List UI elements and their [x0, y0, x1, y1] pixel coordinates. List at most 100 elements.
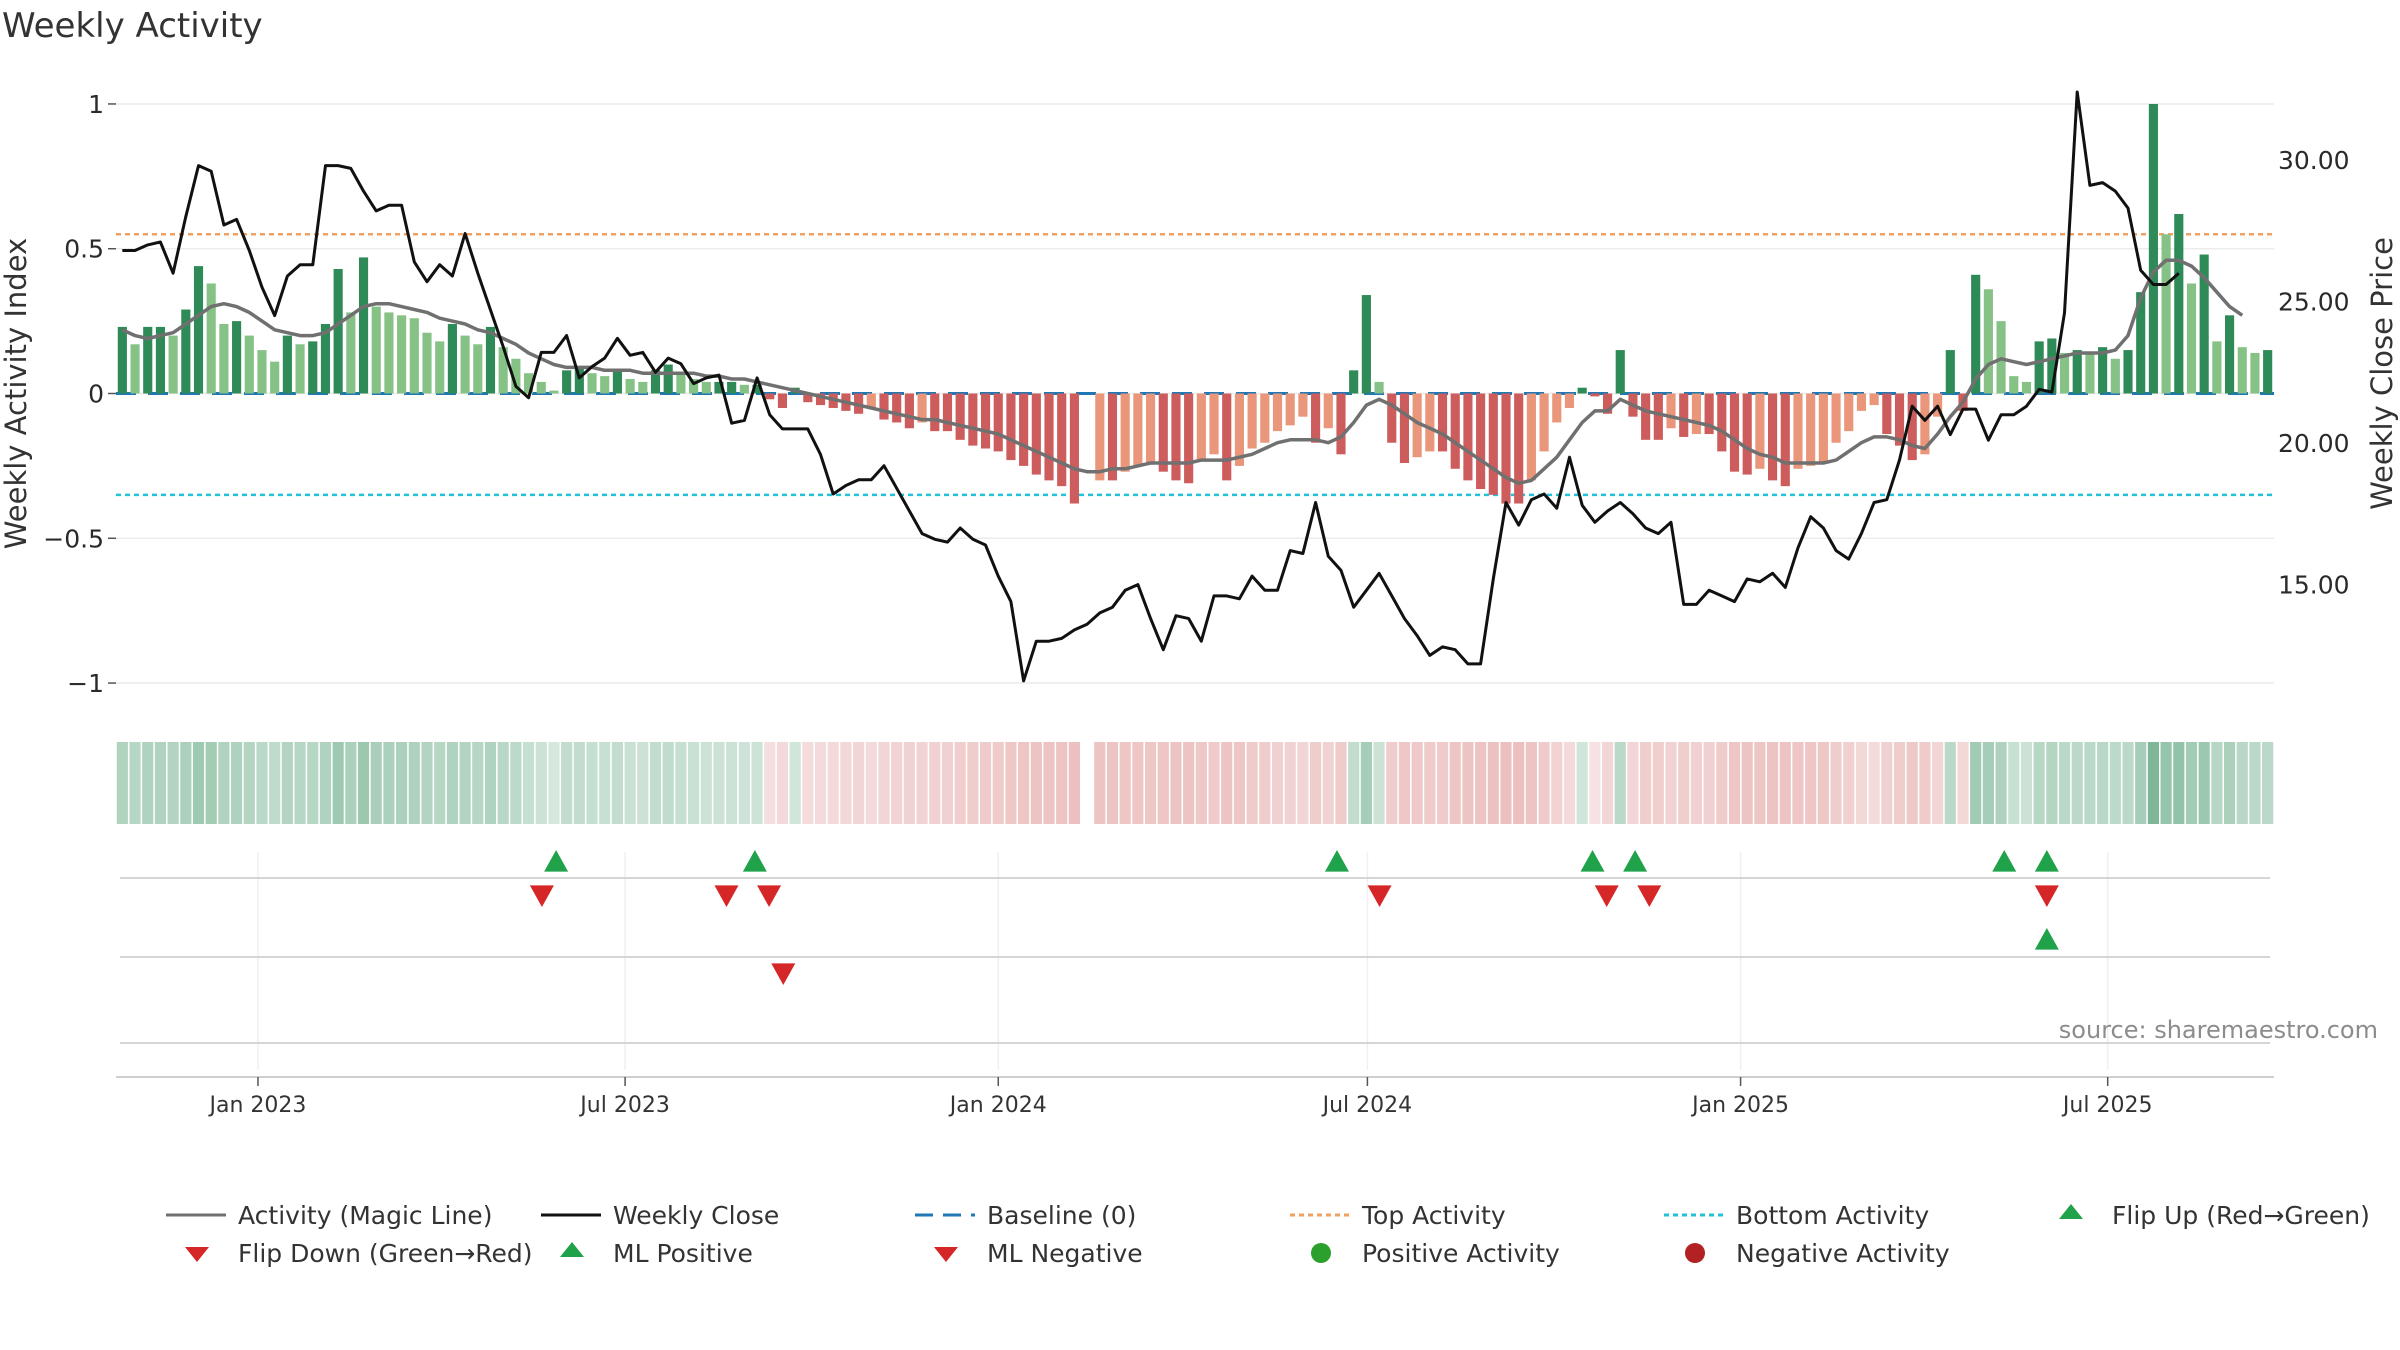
activity-bar	[130, 344, 140, 394]
activity-bar	[1539, 393, 1549, 452]
activity-bar	[1234, 393, 1244, 466]
strip-cell	[967, 742, 979, 824]
legend-label: Weekly Close	[613, 1200, 780, 1230]
legend-item-ml-positive[interactable]: ML Positive	[541, 1238, 753, 1268]
legend-item-flip-up[interactable]: Flip Up (Red→Green)	[2040, 1200, 2370, 1230]
flip-up-marker	[742, 850, 767, 872]
strip-cell	[789, 742, 801, 824]
activity-bar	[473, 344, 483, 394]
activity-bar	[1526, 393, 1536, 481]
activity-bar	[143, 326, 153, 394]
activity-bar	[333, 268, 343, 394]
strip-cell	[459, 742, 471, 824]
strip-cell	[1348, 742, 1360, 824]
legend-item-negative-activity[interactable]: Negative Activity	[1664, 1238, 1950, 1268]
legend-label: Bottom Activity	[1736, 1200, 1930, 1230]
legend-item-positive-activity[interactable]: Positive Activity	[1290, 1238, 1560, 1268]
strip-cell	[167, 742, 179, 824]
strip-cell	[2135, 742, 2147, 824]
series-lines	[121, 90, 2244, 683]
activity-bar	[1590, 393, 1600, 397]
activity-bar	[384, 312, 394, 394]
strip-cell	[802, 742, 814, 824]
strip-cell	[2084, 742, 2096, 824]
y-tick-label: 0.5	[64, 235, 104, 264]
strip-cell	[1868, 742, 1880, 824]
activity-bar	[295, 344, 305, 394]
flip-down-marker	[1637, 885, 1662, 907]
activity-bar	[1704, 393, 1714, 435]
activity-bar	[2161, 234, 2171, 394]
activity-bar	[1514, 393, 1524, 504]
y-tick-label: −0.5	[43, 524, 104, 553]
activity-bar	[1793, 393, 1803, 469]
strip-cell	[1538, 742, 1550, 824]
legend-item-weekly-close[interactable]: Weekly Close	[541, 1200, 779, 1230]
magic-line	[121, 258, 2244, 486]
activity-bar	[2098, 347, 2108, 394]
activity-bar	[1450, 393, 1460, 469]
activity-bar	[219, 324, 229, 394]
activity-bar	[1564, 393, 1575, 408]
legend-item-magic-line[interactable]: Activity (Magic Line)	[166, 1200, 492, 1230]
strip-cell	[2122, 742, 2134, 824]
strip-cell	[497, 742, 509, 824]
strip-cell	[2109, 742, 2121, 824]
activity-bar	[1196, 393, 1206, 461]
activity-bar	[1349, 370, 1359, 394]
x-tick-label: Jan 2024	[948, 1093, 1047, 1118]
strip-cell	[1716, 742, 1728, 824]
strip-cell	[2033, 742, 2045, 824]
strip-cell	[1665, 742, 1677, 824]
activity-bar	[1577, 387, 1587, 394]
activity-bar	[752, 384, 762, 394]
activity-bar	[1463, 393, 1473, 481]
strip-cell	[1703, 742, 1715, 824]
strip-cell	[1932, 742, 1944, 824]
activity-bar	[1387, 393, 1397, 443]
activity-bar	[2021, 381, 2032, 394]
activity-bar	[2199, 254, 2209, 394]
strip-cell	[1741, 742, 1753, 824]
legend-item-flip-down[interactable]: Flip Down (Green→Red)	[166, 1238, 533, 1268]
activity-bar	[663, 364, 673, 394]
activity-bar	[803, 393, 813, 403]
red-dot-icon	[1685, 1243, 1705, 1263]
activity-bar	[1755, 393, 1765, 469]
legend-item-baseline[interactable]: Baseline (0)	[915, 1200, 1136, 1230]
activity-bar	[2225, 315, 2235, 394]
flip-up-marker	[1992, 850, 2017, 872]
activity-bar	[1768, 393, 1778, 481]
strip-cell	[484, 742, 497, 824]
strip-cell	[1449, 742, 1461, 824]
strip-cell	[1766, 742, 1779, 824]
strip-cell	[383, 742, 395, 824]
strip-cell	[1208, 742, 1220, 824]
activity-bar	[1869, 393, 1879, 406]
legend-item-ml-negative[interactable]: ML Negative	[915, 1238, 1143, 1268]
activity-bar	[815, 393, 826, 406]
activity-bar	[2186, 283, 2197, 394]
activity-bar	[1971, 274, 1981, 394]
legend-item-bottom-activity[interactable]: Bottom Activity	[1664, 1200, 1929, 1230]
flip-down-marker	[1594, 885, 1619, 907]
activity-bar	[2059, 352, 2070, 394]
legend-item-top-activity[interactable]: Top Activity	[1290, 1200, 1506, 1230]
activity-bar	[2034, 341, 2044, 394]
activity-bar	[587, 373, 597, 394]
activity-bar	[1831, 393, 1841, 443]
strip-cell	[116, 742, 128, 824]
strip-cell	[1944, 742, 1956, 824]
strip-cell	[281, 742, 293, 824]
strip-cell	[1640, 742, 1652, 824]
up-triangle-icon	[2059, 1204, 2083, 1219]
activity-bar	[1019, 393, 1029, 466]
y2-tick-label: 30.00	[2278, 146, 2350, 175]
strip-cell	[586, 742, 598, 824]
activity-bar	[181, 309, 191, 394]
activity-bar	[2212, 341, 2222, 394]
dashed-blue-line-icon	[915, 1213, 975, 1217]
legend-label: Baseline (0)	[987, 1200, 1137, 1230]
strip-cell	[1805, 742, 1817, 824]
activity-bar	[777, 393, 788, 408]
